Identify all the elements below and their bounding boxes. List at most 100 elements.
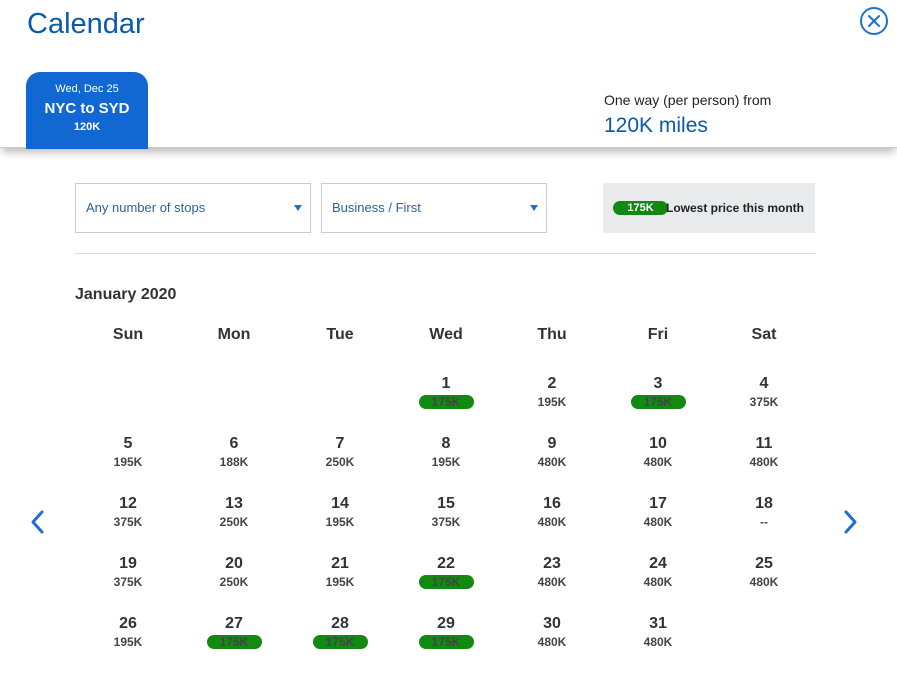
day-price: 250K (219, 575, 249, 589)
calendar-day-29[interactable]: 29 175K (393, 615, 499, 661)
day-number: 6 (229, 435, 239, 452)
calendar-day-3[interactable]: 3 175K (605, 375, 711, 421)
day-number: 31 (649, 615, 667, 632)
page-title: Calendar (27, 8, 145, 40)
day-number: 14 (331, 495, 349, 512)
stops-select[interactable]: Any number of stops (75, 183, 311, 233)
day-number: 19 (119, 555, 137, 572)
calendar-day-12[interactable]: 12 375K (75, 495, 181, 541)
day-number: 26 (119, 615, 137, 632)
day-price: 250K (219, 515, 249, 529)
calendar-day-6[interactable]: 6 188K (181, 435, 287, 481)
chevron-left-icon (31, 510, 44, 534)
calendar-day-4[interactable]: 4 375K (711, 375, 817, 421)
calendar-day-22[interactable]: 22 175K (393, 555, 499, 601)
weekday-tue: Tue (326, 326, 354, 343)
day-price: 480K (643, 635, 673, 649)
day-price: 195K (113, 455, 143, 469)
calendar-day-13[interactable]: 13 250K (181, 495, 287, 541)
day-number: 2 (547, 375, 557, 392)
lowest-price-badge: 175K (418, 395, 474, 409)
fare-value: 120K miles (604, 114, 708, 137)
weekday-mon: Mon (217, 326, 251, 343)
calendar-day-30[interactable]: 30 480K (499, 615, 605, 661)
day-price: 480K (643, 515, 673, 529)
calendar-day-18[interactable]: 18 -- (711, 495, 817, 541)
day-number: 17 (649, 495, 667, 512)
price-legend: 175K Lowest price this month (603, 183, 815, 233)
day-price: 195K (537, 395, 567, 409)
calendar-day-26[interactable]: 26 195K (75, 615, 181, 661)
day-price: 375K (113, 575, 143, 589)
calendar-day-5[interactable]: 5 195K (75, 435, 181, 481)
previous-month-button[interactable] (28, 508, 48, 536)
calendar-day-31[interactable]: 31 480K (605, 615, 711, 661)
day-number: 21 (331, 555, 349, 572)
day-price: -- (760, 515, 768, 529)
calendar-day-17[interactable]: 17 480K (605, 495, 711, 541)
legend-price-pill: 175K (613, 201, 668, 215)
calendar-day-15[interactable]: 15 375K (393, 495, 499, 541)
day-price: 250K (325, 455, 355, 469)
day-price: 480K (749, 455, 779, 469)
day-number: 7 (335, 435, 345, 452)
calendar-day-27[interactable]: 27 175K (181, 615, 287, 661)
day-number: 8 (441, 435, 451, 452)
day-number: 28 (331, 615, 349, 632)
calendar-day-8[interactable]: 8 195K (393, 435, 499, 481)
day-number: 25 (755, 555, 773, 572)
lowest-price-badge: 175K (206, 635, 262, 649)
trip-tab[interactable]: Wed, Dec 25 NYC to SYD 120K (26, 72, 148, 149)
fare-label: One way (per person) from (604, 92, 772, 108)
cabin-select-value: Business / First (332, 200, 421, 215)
next-month-button[interactable] (840, 508, 860, 536)
day-number: 3 (653, 375, 663, 392)
calendar-day-25[interactable]: 25 480K (711, 555, 817, 601)
day-price: 195K (325, 575, 355, 589)
calendar-day-14[interactable]: 14 195K (287, 495, 393, 541)
weekday-fri: Fri (647, 326, 669, 343)
close-button[interactable] (860, 7, 888, 35)
day-number: 15 (437, 495, 455, 512)
day-number: 5 (123, 435, 133, 452)
day-number: 13 (225, 495, 243, 512)
day-price: 195K (325, 515, 355, 529)
day-price: 195K (113, 635, 143, 649)
calendar-day-11[interactable]: 11 480K (711, 435, 817, 481)
calendar-day-21[interactable]: 21 195K (287, 555, 393, 601)
trip-route: NYC to SYD (44, 100, 130, 117)
day-number: 12 (119, 495, 137, 512)
day-price: 375K (749, 395, 779, 409)
calendar-day-1[interactable]: 1 175K (393, 375, 499, 421)
day-price: 480K (537, 635, 567, 649)
calendar-day-19[interactable]: 19 375K (75, 555, 181, 601)
day-number: 4 (759, 375, 769, 392)
lowest-price-badge: 175K (418, 635, 474, 649)
chevron-right-icon (844, 510, 857, 534)
day-number: 10 (649, 435, 667, 452)
day-price: 195K (431, 455, 461, 469)
day-number: 23 (543, 555, 561, 572)
calendar-day-2[interactable]: 2 195K (499, 375, 605, 421)
divider (75, 253, 815, 254)
calendar-day-9[interactable]: 9 480K (499, 435, 605, 481)
day-number: 9 (547, 435, 557, 452)
weekday-sun: Sun (112, 326, 144, 343)
day-price: 375K (431, 515, 461, 529)
day-price: 480K (749, 575, 779, 589)
calendar-day-28[interactable]: 28 175K (287, 615, 393, 661)
day-price: 188K (219, 455, 249, 469)
cabin-select[interactable]: Business / First (321, 183, 547, 233)
calendar-day-10[interactable]: 10 480K (605, 435, 711, 481)
calendar-day-16[interactable]: 16 480K (499, 495, 605, 541)
calendar-day-23[interactable]: 23 480K (499, 555, 605, 601)
calendar-day-7[interactable]: 7 250K (287, 435, 393, 481)
trip-date: Wed, Dec 25 (55, 83, 119, 95)
close-icon (868, 15, 880, 27)
day-price: 480K (537, 575, 567, 589)
calendar-day-20[interactable]: 20 250K (181, 555, 287, 601)
calendar-day-24[interactable]: 24 480K (605, 555, 711, 601)
day-price: 480K (537, 455, 567, 469)
lowest-price-badge: 175K (312, 635, 368, 649)
day-number: 18 (755, 495, 773, 512)
